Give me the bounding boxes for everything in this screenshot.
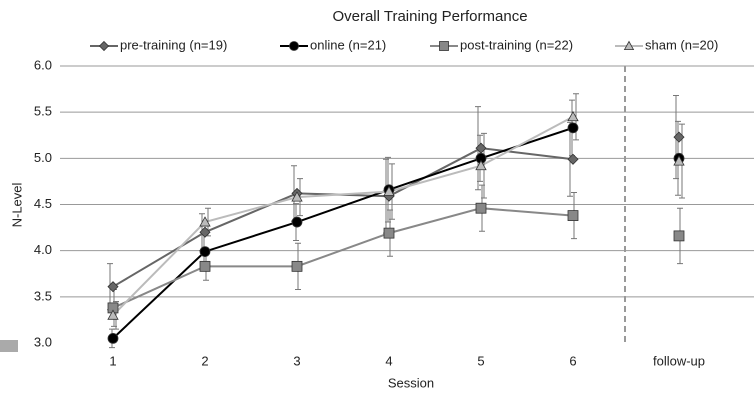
x-tick-label: 5 (477, 353, 484, 368)
series-line (112, 207, 574, 309)
marker (107, 281, 119, 293)
legend-marker (439, 41, 449, 51)
marker (199, 246, 211, 257)
legend-label: pre-training (n=19) (120, 37, 227, 52)
x-tick-label: 4 (385, 353, 392, 368)
legend-marker (623, 40, 635, 50)
y-tick-label: 3.5 (34, 288, 52, 303)
x-tick-label: follow-up (653, 353, 705, 368)
marker (199, 216, 211, 227)
series-line (112, 126, 574, 340)
series-line (112, 115, 574, 317)
marker (475, 159, 487, 171)
series-line (112, 147, 574, 288)
marker (199, 260, 211, 272)
y-tick-label: 6.0 (34, 57, 52, 72)
marker (107, 309, 119, 320)
chart-title: Overall Training Performance (332, 8, 527, 25)
y-tick-label: 5.0 (34, 150, 52, 165)
marker (291, 191, 303, 202)
marker (475, 202, 487, 214)
marker (383, 185, 395, 196)
legend-label: online (n=21) (310, 37, 386, 52)
x-tick-label: 2 (201, 353, 208, 368)
marker (291, 260, 303, 272)
y-tick-label: 5.5 (34, 104, 52, 119)
legend-label: post-training (n=22) (460, 37, 573, 52)
marker (673, 230, 685, 242)
marker (107, 332, 119, 344)
marker (673, 155, 685, 166)
legend-marker (98, 40, 110, 52)
decoration (0, 340, 18, 352)
y-tick-label: 4.5 (34, 196, 52, 211)
y-tick-label: 3.0 (34, 334, 52, 349)
marker (291, 216, 303, 228)
y-tick-label: 4.0 (34, 242, 52, 257)
marker (567, 153, 579, 165)
x-axis-label: Session (388, 375, 434, 390)
legend-marker (289, 41, 299, 51)
x-tick-label: 1 (109, 353, 116, 368)
marker (199, 226, 211, 238)
marker (383, 227, 395, 239)
x-tick-label: 3 (293, 353, 300, 368)
marker (567, 210, 579, 221)
marker (567, 122, 579, 134)
x-tick-label: 6 (569, 353, 576, 368)
legend-label: sham (n=20) (645, 37, 718, 52)
marker (567, 110, 579, 122)
marker (673, 131, 685, 143)
y-axis-label: N-Level (9, 182, 24, 227)
